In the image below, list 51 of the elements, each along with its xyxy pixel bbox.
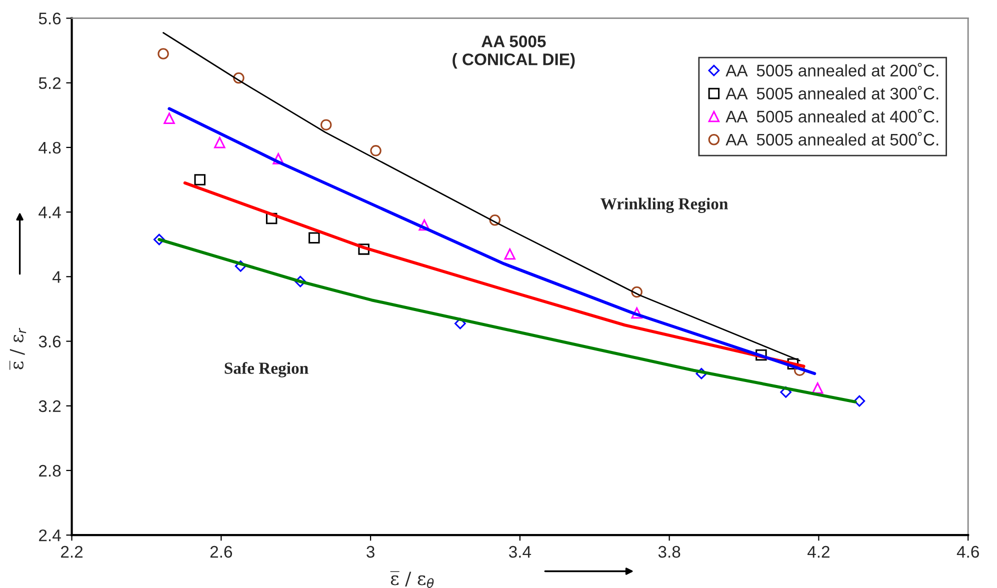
- y-tick-label: 5.6: [38, 12, 61, 24]
- point: [233, 72, 244, 84]
- point: [780, 386, 792, 398]
- x-tick-label: 2.2: [61, 546, 83, 558]
- point: [320, 119, 332, 130]
- y-tick-label: 5.2: [38, 77, 61, 90]
- legend-label: AA 5005 annealed at 300˚C.: [726, 86, 938, 100]
- x-tick-label: 3.8: [658, 546, 680, 558]
- point: [194, 174, 206, 186]
- point: [358, 244, 370, 255]
- point: [418, 219, 430, 231]
- x-tick-label: 4.6: [956, 546, 979, 558]
- point: [294, 276, 306, 288]
- point: [272, 153, 284, 164]
- point: [812, 382, 824, 394]
- point: [234, 260, 246, 272]
- point: [631, 307, 642, 319]
- point: [631, 286, 642, 298]
- legend-label: AA 5005 annealed at 500˚C.: [726, 132, 938, 146]
- point: [158, 48, 169, 60]
- annotation: AA 5005 ( CONICAL DIE): [452, 36, 575, 69]
- annotation: Wrinkling Region: [600, 198, 728, 213]
- annotation: Safe Region: [224, 362, 308, 378]
- y-tick-label: 3.6: [38, 336, 61, 348]
- point: [787, 358, 799, 370]
- legend-label: AA 5005 annealed at 200˚C.: [726, 62, 938, 76]
- y-tick-label: 4.4: [38, 206, 61, 218]
- point: [504, 248, 516, 260]
- point: [266, 212, 278, 224]
- x-tick-label: 2.6: [210, 546, 232, 558]
- y-tick-label: 4.8: [38, 142, 61, 154]
- x-axis-title: ε̅ / ε$_{θ}$: [390, 571, 434, 588]
- x-tick-label: 3.4: [508, 546, 532, 558]
- point: [164, 112, 175, 124]
- legend-label: AA 5005 annealed at 400˚C.: [726, 108, 938, 123]
- point: [308, 232, 320, 244]
- point: [696, 368, 708, 380]
- y-tick-label: 2.8: [39, 464, 61, 477]
- x-tick-label: 4.2: [808, 546, 830, 558]
- y-tick-label: 2.4: [39, 529, 61, 542]
- point: [489, 214, 501, 226]
- point: [454, 318, 466, 330]
- point: [854, 395, 866, 407]
- y-tick-label: 4: [52, 271, 61, 283]
- point: [154, 234, 165, 246]
- y-tick-label: 3.2: [38, 400, 61, 412]
- x-tick-label: 3: [366, 546, 374, 558]
- point: [756, 349, 767, 361]
- point: [214, 136, 226, 148]
- point: [370, 145, 382, 156]
- y-axis-title: ε̅ / ε$_{r}$: [9, 328, 26, 370]
